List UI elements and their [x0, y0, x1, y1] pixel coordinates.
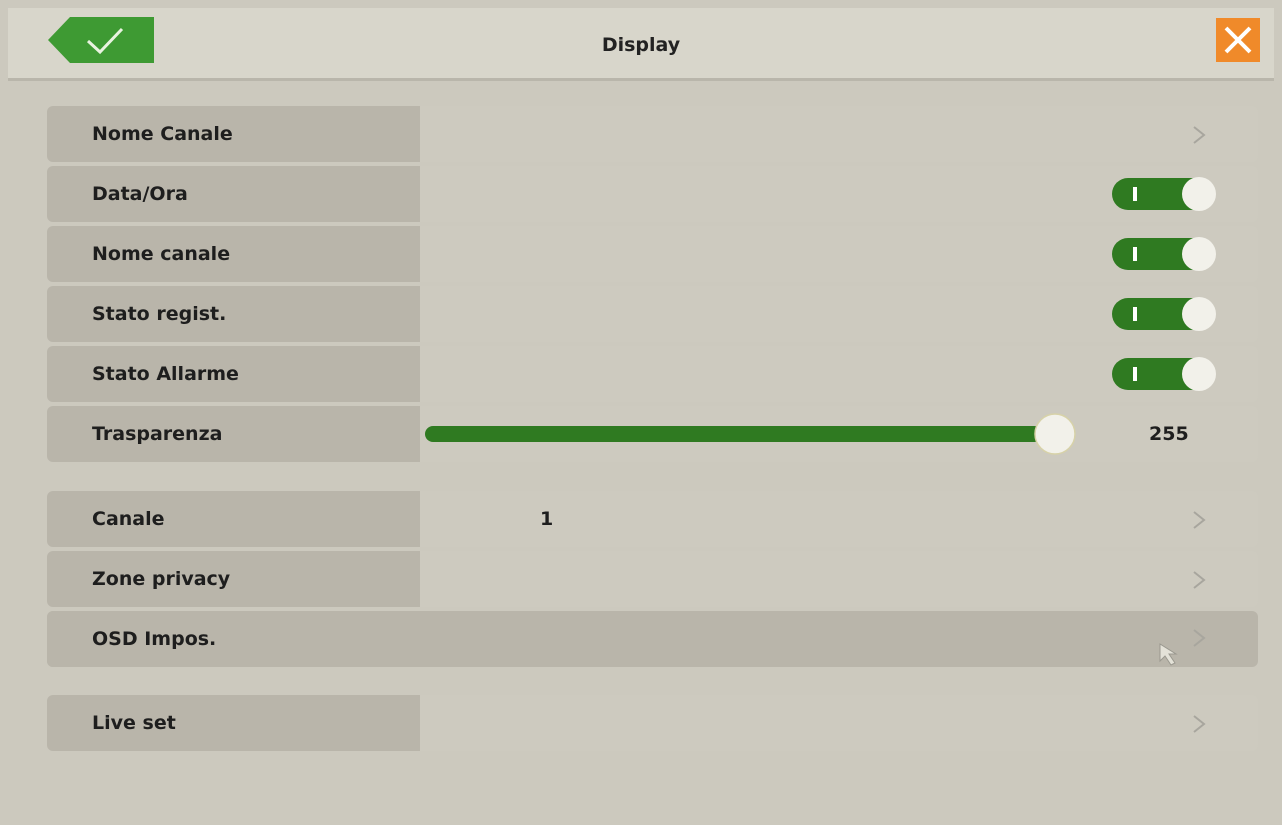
title: Display — [8, 34, 1274, 56]
chevron — [1190, 124, 1210, 146]
toggle[interactable] — [1111, 237, 1217, 271]
chevron — [1190, 509, 1210, 531]
row-label: Data/Ora — [92, 183, 188, 205]
row-label: Nome canale — [92, 243, 230, 265]
header: Display — [8, 8, 1274, 81]
row-value: 1 — [540, 508, 553, 530]
row-label: Stato Allarme — [92, 363, 239, 385]
row-label: Nome Canale — [92, 123, 233, 145]
menu-row[interactable]: OSD Impos. — [47, 611, 1258, 667]
chevron — [1190, 627, 1210, 649]
chevron — [1190, 713, 1210, 735]
menu-row[interactable]: Live set — [47, 695, 1258, 751]
screen: Display Nome Canale Data/Ora Nome canale… — [0, 0, 1282, 825]
toggle[interactable] — [1111, 177, 1217, 211]
menu-row[interactable]: Canale 1 — [47, 491, 1258, 547]
slider-value: 255 — [1149, 423, 1189, 445]
row-label: Live set — [92, 712, 176, 734]
toggle-row: Stato regist. — [47, 286, 1258, 342]
cursor — [1157, 641, 1187, 671]
toggle-row: Stato Allarme — [47, 346, 1258, 402]
close-button[interactable] — [1216, 18, 1260, 62]
row-label: Trasparenza — [92, 423, 222, 445]
toggle[interactable] — [1111, 297, 1217, 331]
chevron — [1190, 569, 1210, 591]
row-label: OSD Impos. — [92, 628, 216, 650]
row-label: Canale — [92, 508, 165, 530]
toggle-row: Nome canale — [47, 226, 1258, 282]
slider-row: Trasparenza 255 — [47, 406, 1258, 462]
toggle-row: Data/Ora — [47, 166, 1258, 222]
menu-row[interactable]: Nome Canale — [47, 106, 1258, 162]
toggle[interactable] — [1111, 357, 1217, 391]
row-label: Zone privacy — [92, 568, 230, 590]
menu-row[interactable]: Zone privacy — [47, 551, 1258, 607]
slider[interactable] — [423, 412, 1083, 456]
row-label: Stato regist. — [92, 303, 226, 325]
